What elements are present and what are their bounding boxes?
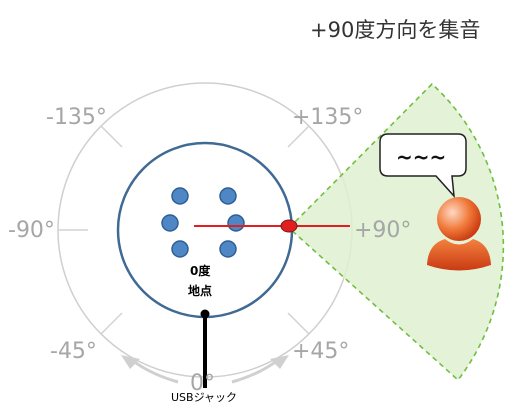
person-body: [427, 239, 491, 271]
angle-label-m90: -90°: [8, 218, 55, 243]
mic-dot: [171, 240, 189, 258]
spoke-p135: [287, 125, 310, 148]
angle-label-p135: +135°: [292, 105, 363, 130]
spoke-m135: [100, 125, 123, 148]
diagram-caption: +90度方向を集音: [310, 18, 481, 42]
usb-connector-dot: [200, 309, 210, 319]
usb-jack-label: USBジャック: [171, 391, 237, 404]
mic-dot: [219, 240, 237, 258]
speech-bubble-text: ~~~: [396, 145, 446, 169]
person-head: [437, 197, 481, 241]
angle-label-p90: +90°: [354, 218, 411, 243]
angle-label-0: 0°: [190, 371, 215, 396]
angle-label-p45: +45°: [292, 339, 349, 364]
mic-dot: [227, 214, 245, 232]
beam-point: [280, 219, 298, 233]
speech-bubble-shape: [379, 133, 467, 199]
rotate-right-arrow: [231, 358, 279, 384]
mic-dot: [161, 214, 179, 232]
center-label-line1: 0度: [190, 263, 211, 278]
mic-dot: [171, 187, 189, 205]
mic-array: [161, 187, 245, 258]
angle-spokes: [58, 125, 310, 335]
spoke-m45: [100, 312, 123, 335]
spoke-p45: [287, 312, 310, 335]
mic-dot: [219, 187, 237, 205]
rotate-left-arrowhead: [121, 355, 140, 369]
person-icon: [427, 197, 491, 271]
angle-label-m135: -135°: [46, 105, 107, 130]
rotate-left-arrow: [131, 358, 179, 384]
rotate-right-arrowhead: [270, 355, 289, 369]
angle-label-m45: -45°: [50, 339, 97, 364]
center-label-line2: 地点: [188, 283, 212, 298]
speech-bubble: ~~~: [379, 133, 467, 199]
